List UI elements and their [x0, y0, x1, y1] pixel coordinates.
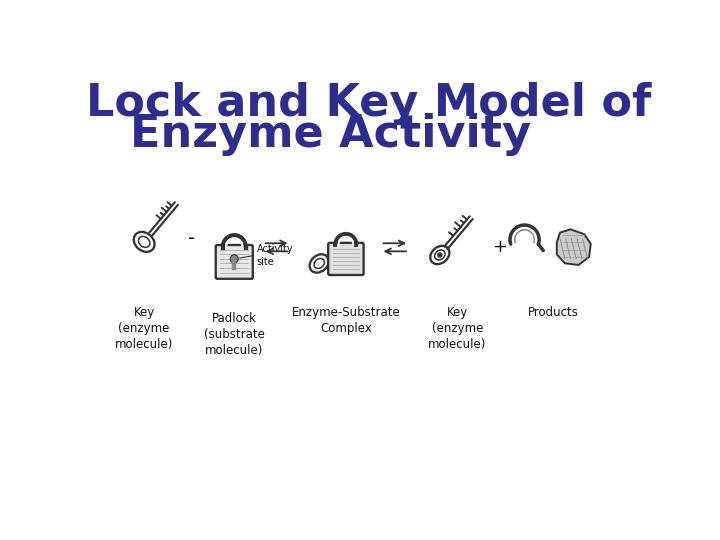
FancyBboxPatch shape [328, 243, 364, 275]
Text: +: + [492, 238, 508, 256]
Text: Key
(enzyme
molecule): Key (enzyme molecule) [428, 306, 487, 351]
Text: Enzyme Activity: Enzyme Activity [130, 113, 531, 156]
FancyBboxPatch shape [216, 245, 253, 279]
Polygon shape [557, 230, 590, 265]
Text: Enzyme-Substrate
Complex: Enzyme-Substrate Complex [292, 306, 400, 335]
Text: Products: Products [528, 306, 579, 319]
Circle shape [230, 255, 238, 263]
Text: Key
(enzyme
molecule): Key (enzyme molecule) [115, 306, 174, 351]
Text: -: - [189, 228, 195, 247]
Text: Activity
site: Activity site [257, 245, 294, 267]
Text: Padlock
(substrate
molecule): Padlock (substrate molecule) [204, 312, 265, 357]
Text: Lock and Key Model of: Lock and Key Model of [86, 82, 652, 125]
Circle shape [438, 253, 442, 257]
